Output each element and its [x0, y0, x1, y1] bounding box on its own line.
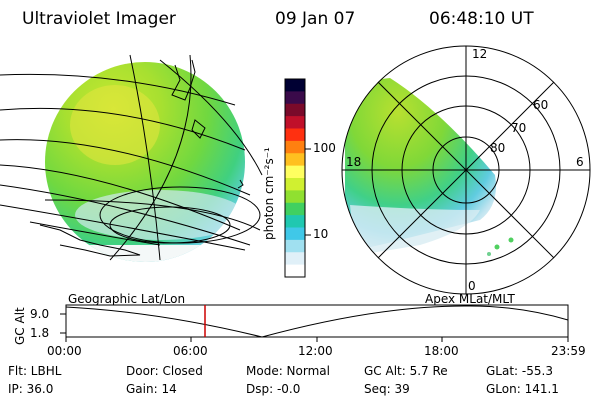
- gc-alt-axis-title: GC Alt: [13, 307, 27, 345]
- time-label: 06:48:10 UT: [429, 9, 534, 29]
- colorbar: [285, 79, 305, 278]
- status-door: Door: Closed: [126, 364, 203, 378]
- app-title: Ultraviolet Imager: [22, 9, 176, 29]
- colorbar-tick-100: 100: [313, 141, 336, 155]
- polar-lat-70: 70: [511, 121, 527, 135]
- timeline-plot: [60, 304, 569, 342]
- apex-label: Apex MLat/MLT: [425, 292, 515, 306]
- colorbar-segment: [285, 239, 305, 253]
- colorbar-segment: [285, 264, 305, 278]
- colorbar-segment: [285, 116, 305, 129]
- status-mode: Mode: Normal: [246, 364, 330, 378]
- x-tick-2359: 23:59: [551, 344, 586, 358]
- colorbar-segment: [285, 190, 305, 204]
- polar-image: [341, 45, 591, 295]
- colorbar-segment: [285, 103, 305, 117]
- status-gain: Gain: 14: [126, 382, 177, 396]
- x-tick-1200: 12:00: [298, 344, 333, 358]
- colorbar-segment: [285, 153, 305, 167]
- y-tick-9: 9.0: [30, 307, 50, 321]
- geographic-image: [0, 54, 263, 262]
- colorbar-segment: [285, 79, 305, 92]
- colorbar-unit-label: photon cm⁻²s⁻¹: [262, 147, 276, 240]
- colorbar-segment: [285, 128, 305, 142]
- status-dsp: Dsp: -0.0: [246, 382, 301, 396]
- status-ip: IP: 36.0: [8, 382, 54, 396]
- colorbar-segment: [285, 165, 305, 179]
- polar-label-6: 6: [576, 155, 584, 169]
- status-seq: Seq: 39: [364, 382, 410, 396]
- colorbar-segment: [285, 215, 305, 228]
- x-tick-1800: 18:00: [424, 344, 459, 358]
- colorbar-segment: [285, 227, 305, 241]
- status-glon: GLon: 141.1: [486, 382, 559, 396]
- polar-label-12: 12: [472, 47, 488, 61]
- x-tick-0000: 00:00: [47, 344, 82, 358]
- colorbar-segment: [285, 178, 305, 191]
- polar-lat-60: 60: [533, 98, 549, 112]
- colorbar-segment: [285, 91, 305, 105]
- x-tick-0600: 06:00: [173, 344, 208, 358]
- colorbar-tick-10: 10: [313, 227, 329, 241]
- status-flt: Flt: LBHL: [8, 364, 62, 378]
- date-label: 09 Jan 07: [275, 9, 356, 29]
- colorbar-segment: [285, 252, 305, 266]
- y-tick-1-8: 1.8: [30, 326, 50, 340]
- geographic-label: Geographic Lat/Lon: [68, 292, 186, 306]
- colorbar-segment: [285, 140, 305, 154]
- polar-label-18: 18: [346, 155, 362, 169]
- status-gc-alt: GC Alt: 5.7 Re: [364, 364, 448, 378]
- colorbar-segment: [285, 202, 305, 216]
- polar-lat-80: 80: [490, 141, 506, 155]
- polar-label-0: 0: [468, 279, 476, 293]
- status-glat: GLat: -55.3: [486, 364, 553, 378]
